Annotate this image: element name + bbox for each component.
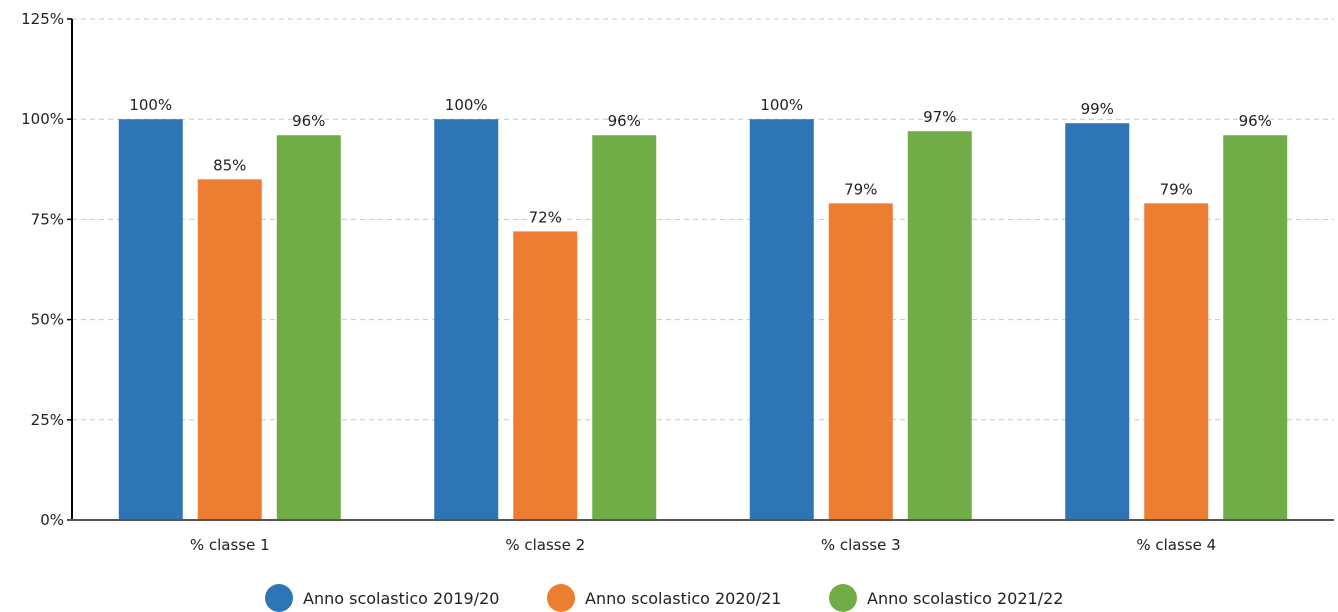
legend-marker bbox=[547, 584, 575, 612]
category-label: % classe 1 bbox=[190, 536, 270, 554]
y-tick-label: 0% bbox=[40, 511, 64, 529]
bar bbox=[828, 203, 893, 521]
bar bbox=[592, 135, 657, 520]
data-label: 79% bbox=[844, 180, 877, 198]
y-axis: 0% 25% 50% 75% 100% 125% bbox=[21, 10, 73, 529]
bar bbox=[513, 231, 578, 520]
legend-label: Anno scolastico 2021/22 bbox=[867, 589, 1063, 608]
bar bbox=[749, 119, 814, 520]
y-tick-label: 25% bbox=[31, 411, 64, 429]
data-label: 96% bbox=[292, 112, 325, 130]
data-label: 100% bbox=[760, 96, 803, 114]
y-tick-label: 75% bbox=[31, 210, 64, 228]
legend-label: Anno scolastico 2020/21 bbox=[585, 589, 781, 608]
legend-marker bbox=[265, 584, 293, 612]
data-label: 100% bbox=[129, 96, 172, 114]
category-label: % classe 2 bbox=[505, 536, 585, 554]
legend: Anno scolastico 2019/20 Anno scolastico 2… bbox=[265, 584, 1063, 612]
bar bbox=[118, 119, 183, 520]
bar bbox=[1223, 135, 1288, 520]
y-tick-label: 50% bbox=[31, 311, 64, 329]
data-label: 100% bbox=[445, 96, 488, 114]
data-label: 85% bbox=[213, 156, 246, 174]
bar bbox=[434, 119, 499, 520]
data-label: 72% bbox=[529, 208, 562, 226]
category-label: % classe 4 bbox=[1136, 536, 1216, 554]
bar bbox=[197, 179, 262, 520]
data-label: 97% bbox=[923, 108, 956, 126]
category-label: % classe 3 bbox=[821, 536, 901, 554]
bar bbox=[276, 135, 341, 520]
legend-label: Anno scolastico 2019/20 bbox=[303, 589, 499, 608]
x-axis: % classe 1 % classe 2 % classe 3 % classe 4 bbox=[67, 519, 1334, 554]
data-label: 96% bbox=[608, 112, 641, 130]
data-label: 79% bbox=[1160, 180, 1193, 198]
bar bbox=[907, 131, 972, 520]
legend-marker bbox=[829, 584, 857, 612]
data-label: 96% bbox=[1239, 112, 1272, 130]
bar bbox=[1065, 123, 1130, 520]
y-tick-label: 100% bbox=[21, 110, 64, 128]
bars: 100% 85% 96% 100% 72% 96% 100% 79% 97% 99% 79% 96% bbox=[118, 96, 1288, 521]
data-label: 99% bbox=[1081, 100, 1114, 118]
bar bbox=[1144, 203, 1209, 521]
y-tick-label: 125% bbox=[21, 10, 64, 28]
